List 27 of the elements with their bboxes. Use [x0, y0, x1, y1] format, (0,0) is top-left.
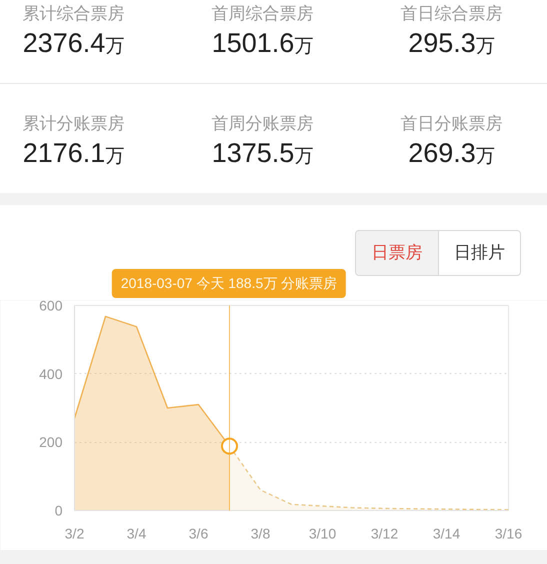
x-tick-label: 3/16	[494, 526, 522, 542]
text: 295.3万	[408, 28, 495, 58]
text: 1501.6万	[212, 28, 314, 58]
x-tick-label: 3/14	[432, 526, 460, 542]
text: 首周分账票房	[210, 114, 314, 134]
x-tick-label: 3/8	[250, 526, 270, 542]
x-tick-label: 3/6	[188, 526, 208, 542]
y-tick-label: 0	[54, 502, 63, 518]
y-tick-label: 200	[39, 434, 63, 450]
text: 累计综合票房	[22, 4, 126, 24]
x-tick-label: 3/4	[126, 526, 146, 542]
y-tick-label: 400	[39, 366, 63, 382]
text: 2376.4万	[22, 28, 124, 58]
y-tick-label: 600	[39, 298, 63, 314]
text: 269.3万	[408, 138, 495, 168]
text: 累计分账票房	[22, 114, 126, 134]
text: 1375.5万	[212, 138, 314, 168]
x-tick-label: 3/12	[370, 526, 398, 542]
text: 日排片	[438, 230, 521, 276]
x-tick-label: 3/2	[64, 526, 84, 542]
ref-line-label: 2018-03-07 今天 188.5万 分账票房	[112, 269, 346, 298]
x-tick-label: 3/10	[308, 526, 336, 542]
text: 首周综合票房	[210, 4, 314, 24]
text: 2176.1万	[22, 138, 124, 168]
text: 首日综合票房	[400, 4, 504, 24]
text: 首日分账票房	[400, 114, 504, 134]
text: 日票房	[355, 230, 439, 276]
